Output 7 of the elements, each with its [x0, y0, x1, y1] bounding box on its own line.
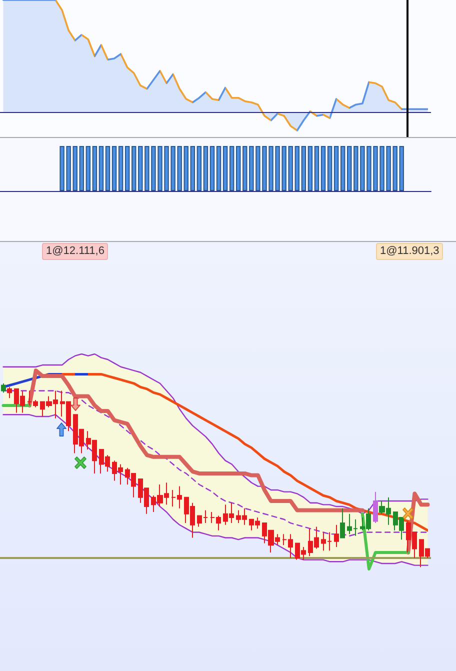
candlestick: [1, 382, 6, 394]
candlestick: [373, 491, 378, 524]
candlestick: [334, 524, 339, 548]
candlestick: [340, 508, 345, 538]
text: 1@11.901,3: [376, 243, 444, 260]
candlestick: [7, 386, 12, 399]
text: 1@12.111,6: [42, 243, 108, 260]
